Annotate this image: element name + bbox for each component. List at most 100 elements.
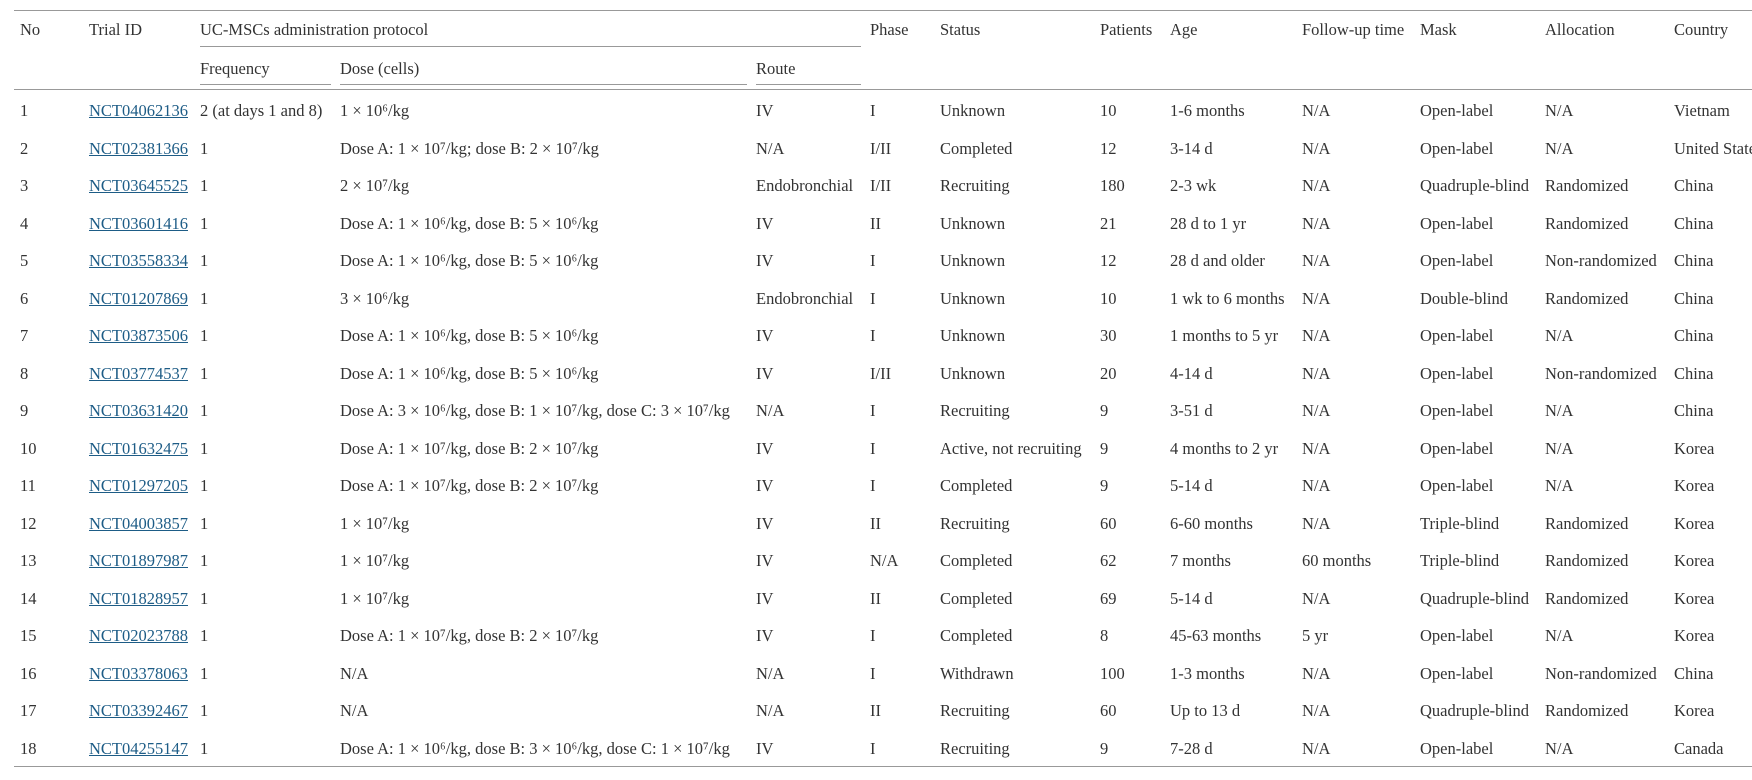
route: IV [756,513,774,533]
dose: 3 × 10⁶/kg [340,288,410,308]
route: IV [756,626,774,645]
trial-id[interactable]: NCT01207869 [89,288,188,308]
patients: 180 [1100,176,1125,195]
dose: Dose A: 1 × 10⁶/kg, dose B: 3 × 10⁶/kg, … [340,738,730,758]
row-number: 14 [20,588,37,608]
follow-up: N/A [1302,663,1331,683]
trial-id[interactable]: NCT01632475 [89,438,188,458]
country: China [1674,401,1714,420]
row-number: 7 [20,326,29,345]
trial-id[interactable]: NCT02023788 [89,626,188,645]
phase: II [870,213,881,233]
trial-id[interactable]: NCT03774537 [89,363,188,383]
mask: Open-label [1420,251,1494,270]
row-number: 11 [20,476,36,495]
follow-up: N/A [1302,738,1331,758]
country: Korea [1674,551,1715,570]
follow-up: N/A [1302,513,1331,533]
follow-up: 5 yr [1302,626,1329,645]
allocation: Non-randomized [1545,251,1657,270]
trial-id[interactable]: NCT04003857 [89,513,188,533]
age: 5-14 d [1170,588,1213,608]
frequency: 2 (at days 1 and 8) [200,101,323,120]
row-number: 6 [20,288,29,308]
trial-id[interactable]: NCT03558334 [89,251,188,270]
country: United States [1674,138,1752,158]
mask: Open-label [1420,438,1494,458]
mask: Open-label [1420,101,1494,120]
follow-up: N/A [1302,138,1331,158]
rule [340,84,747,85]
status: Active, not recruiting [940,438,1082,458]
dose: N/A [340,663,369,683]
patients: 60 [1100,513,1117,533]
patients: 10 [1100,288,1117,308]
route: IV [756,738,774,758]
country: Korea [1674,701,1715,720]
trial-id[interactable]: NCT04062136 [89,101,188,120]
frequency: 1 [200,438,209,458]
phase: I [870,663,876,683]
trial-id[interactable]: NCT03392467 [89,701,188,720]
country: China [1674,288,1714,308]
allocation: Non-randomized [1545,663,1657,683]
age: 4-14 d [1170,363,1213,383]
trial-id[interactable]: NCT02381366 [89,138,188,158]
dose: Dose A: 1 × 10⁷/kg, dose B: 2 × 10⁷/kg [340,626,599,645]
country: China [1674,251,1714,270]
status: Recruiting [940,701,1010,720]
trial-id[interactable]: NCT03378063 [89,663,188,683]
trial-id[interactable]: NCT01828957 [89,588,188,608]
status: Completed [940,476,1013,495]
allocation: Randomized [1545,513,1629,533]
follow-up: N/A [1302,176,1331,195]
column-header: UC-MSCs administration protocol [200,20,429,39]
trial-id[interactable]: NCT04255147 [89,738,188,758]
status: Unknown [940,363,1006,383]
status: Withdrawn [940,663,1014,683]
row-number: 10 [20,438,37,458]
mask: Open-label [1420,138,1494,158]
rule [14,10,1752,11]
column-header: Country [1674,20,1729,39]
trial-id[interactable]: NCT01897987 [89,551,188,570]
route: N/A [756,401,785,420]
trial-id[interactable]: NCT03645525 [89,176,188,195]
route: N/A [756,701,785,720]
trial-id[interactable]: NCT03631420 [89,401,188,420]
phase: I [870,251,876,270]
frequency: 1 [200,213,209,233]
allocation: N/A [1545,401,1574,420]
dose: 1 × 10⁶/kg [340,101,410,120]
age: 1-3 months [1170,663,1245,683]
row-number: 3 [20,176,29,195]
mask: Open-label [1420,401,1494,420]
allocation: N/A [1545,438,1574,458]
route: IV [756,588,774,608]
status: Recruiting [940,401,1010,420]
follow-up: 60 months [1302,551,1372,570]
column-header: Trial ID [89,20,143,39]
age: 1-6 months [1170,101,1245,120]
trial-id[interactable]: NCT03873506 [89,326,188,345]
route: IV [756,476,774,495]
patients: 8 [1100,626,1109,645]
age: 45-63 months [1170,626,1262,645]
age: 1 wk to 6 months [1170,288,1285,308]
age: Up to 13 d [1170,701,1241,720]
trial-id[interactable]: NCT03601416 [89,213,188,233]
patients: 9 [1100,476,1109,495]
dose: Dose A: 1 × 10⁶/kg, dose B: 5 × 10⁶/kg [340,363,599,383]
status: Recruiting [940,738,1010,758]
row-number: 4 [20,213,29,233]
trial-id[interactable]: NCT01297205 [89,476,188,495]
country: China [1674,213,1714,233]
phase: II [870,588,881,608]
age: 5-14 d [1170,476,1213,495]
patients: 12 [1100,251,1117,270]
country: China [1674,326,1714,345]
frequency: 1 [200,626,209,645]
status: Unknown [940,213,1006,233]
phase: I/II [870,363,892,383]
column-header: Phase [870,20,909,39]
